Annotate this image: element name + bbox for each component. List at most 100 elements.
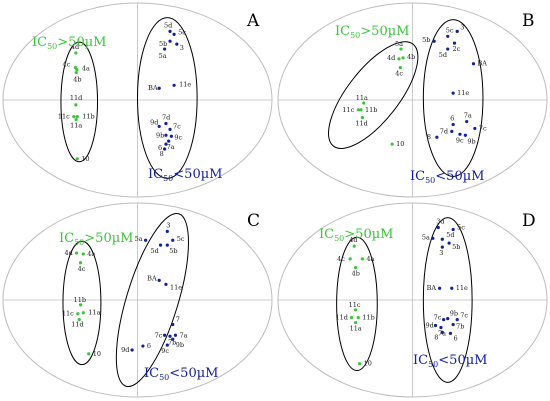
- point-label: 3: [166, 221, 170, 229]
- inactive-cluster-ellipse: [336, 236, 378, 372]
- point-label: 7a: [179, 331, 187, 339]
- point-label: 4b: [352, 270, 360, 278]
- point-label: 9c: [174, 133, 182, 141]
- point-7d: [164, 121, 168, 126]
- point-label: 6: [147, 342, 151, 350]
- point-5c: [446, 34, 450, 38]
- point-label: 6: [453, 334, 457, 342]
- point-label: 10: [81, 155, 89, 163]
- point-9d: [130, 348, 134, 352]
- point-label: 7c: [479, 124, 487, 132]
- active-group-label: IC50<50µM: [144, 366, 218, 382]
- point-label: 11d: [70, 94, 82, 102]
- point-label: 5a: [422, 233, 430, 241]
- point-9d: [433, 323, 438, 328]
- point-label: 4d: [71, 43, 79, 51]
- point-BA: [157, 86, 161, 90]
- point-9b: [463, 133, 467, 137]
- point-label: 4c: [395, 70, 403, 78]
- point-10: [75, 157, 79, 161]
- point-label: 9d: [150, 118, 158, 126]
- point-11d: [349, 316, 354, 320]
- point-9c: [165, 343, 169, 347]
- point-10: [87, 352, 91, 356]
- active-group-label: IC50<50µM: [410, 169, 484, 185]
- point-7a: [167, 139, 171, 143]
- inactive-group-label: IC50>50µM: [59, 231, 133, 247]
- point-label: 3d: [436, 217, 444, 225]
- point-label: 5d: [446, 231, 454, 239]
- point-label: 11e: [170, 283, 182, 291]
- point-label: 6: [158, 144, 162, 152]
- point-5d: [440, 237, 444, 241]
- point-label: 5c: [177, 235, 185, 243]
- point-11d: [360, 116, 364, 120]
- point-9b: [164, 133, 168, 137]
- inactive-group-label: IC50>50µM: [335, 24, 409, 40]
- point-11e: [172, 83, 176, 87]
- point-label: 9d: [426, 321, 434, 329]
- point-label: 11d: [355, 120, 367, 128]
- inactive-group-label: IC50>50µM: [319, 227, 393, 243]
- point-label: 7c: [460, 312, 468, 320]
- point-7b: [168, 334, 172, 338]
- point-label: 7d: [440, 127, 448, 135]
- point-label: 11c: [58, 113, 70, 121]
- point-label: 11d: [71, 321, 83, 329]
- point-label: 11a: [350, 325, 362, 333]
- point-label: 4a: [82, 65, 90, 73]
- point-5a: [163, 47, 167, 51]
- point-7c: [455, 318, 459, 322]
- point-label: 11c: [349, 301, 361, 309]
- point-5d: [446, 47, 450, 51]
- point-7a: [173, 333, 178, 337]
- point-label: 11b: [362, 314, 374, 322]
- point-label: 7d: [162, 114, 170, 122]
- point-5d: [168, 29, 172, 33]
- point-7a: [465, 119, 469, 124]
- point-label: 11b: [365, 106, 377, 114]
- point-2c: [452, 41, 457, 45]
- point-label: 7: [176, 316, 180, 324]
- point-label: BA: [148, 84, 158, 92]
- point-4a: [81, 252, 85, 256]
- point-6: [451, 122, 455, 127]
- point-11a: [353, 320, 358, 325]
- point-5b: [165, 243, 169, 247]
- point-label: 4c: [337, 255, 345, 263]
- panel-letter: B: [522, 11, 535, 31]
- point-label: 8: [427, 133, 431, 141]
- point-label: 7a: [464, 112, 472, 120]
- point-label: 5c: [446, 26, 454, 34]
- point-label: 2c: [453, 45, 461, 53]
- active-group-label: IC50<50µM: [148, 167, 222, 183]
- point-10: [390, 142, 394, 146]
- inactive-cluster-ellipse: [62, 240, 102, 366]
- point-label: 9b: [156, 131, 164, 139]
- point-8: [440, 330, 444, 334]
- point-8: [435, 135, 439, 139]
- point-9b: [446, 317, 450, 321]
- point-label: 11a: [356, 94, 368, 102]
- point-5a: [399, 47, 403, 51]
- point-label: 5b: [422, 36, 430, 44]
- point-label: 11b: [74, 296, 86, 304]
- point-label: 11e: [179, 80, 191, 88]
- point-6: [141, 344, 145, 348]
- point-8: [163, 147, 167, 151]
- point-label: 5d: [164, 21, 172, 29]
- point-4b: [74, 70, 78, 75]
- inactive-cluster-ellipse: [60, 41, 99, 163]
- point-label: 4b: [407, 53, 415, 61]
- point-BA: [471, 62, 476, 66]
- point-label: 5a: [159, 52, 167, 60]
- point-5a: [431, 236, 435, 240]
- point-9b: [171, 337, 175, 341]
- point-label: 4c: [78, 265, 86, 273]
- point-6: [164, 142, 168, 146]
